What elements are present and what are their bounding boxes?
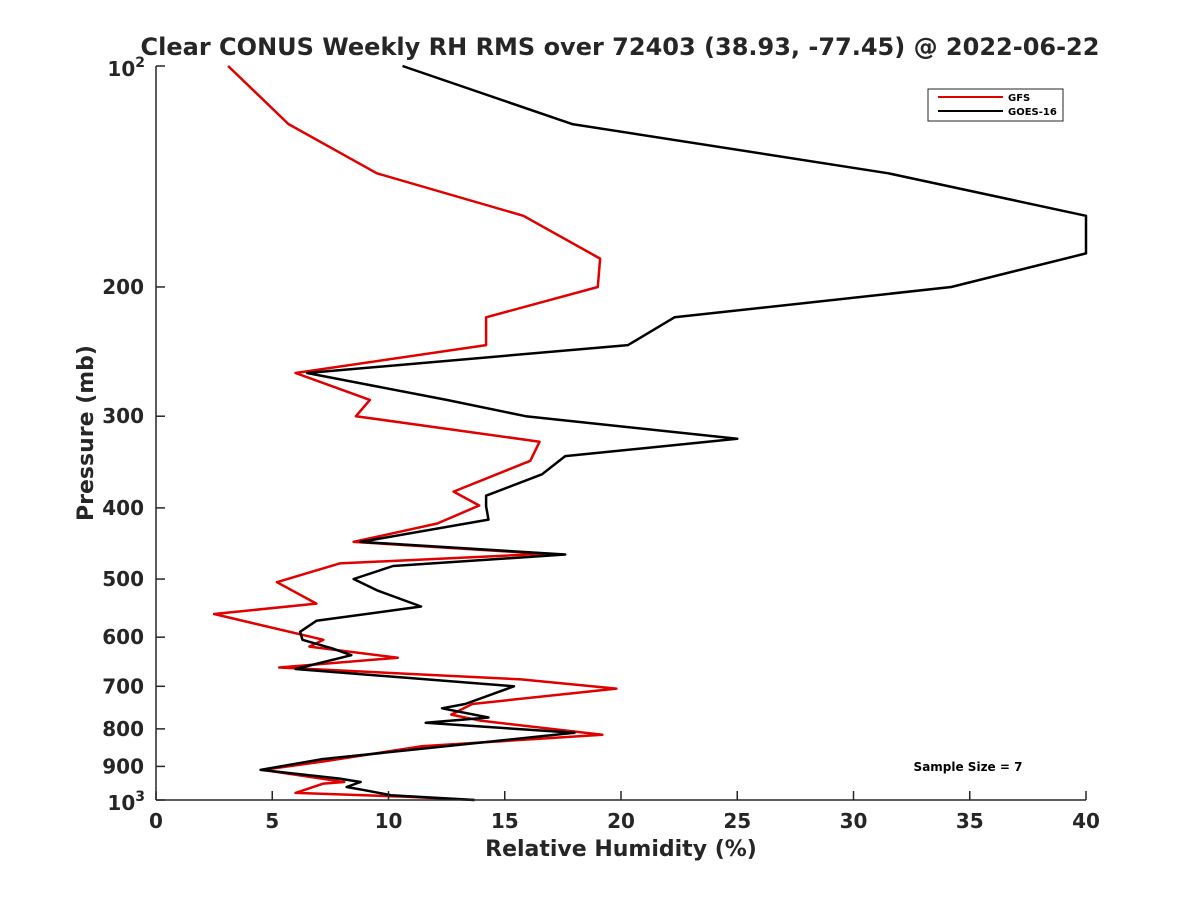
x-tick-label: 20 (607, 809, 635, 833)
y-axis-ticks: 200 300 400 500 600 700 800 900 (102, 65, 165, 801)
y-tick-label-100: 102 (107, 55, 145, 81)
y-tick-label: 600 (102, 625, 144, 649)
x-tick-label: 15 (491, 809, 519, 833)
x-tick-label: 40 (1072, 809, 1100, 833)
legend-box (927, 88, 1064, 122)
y-tick-label: 900 (102, 754, 144, 778)
legend: GFS GOES-16 (927, 88, 1064, 122)
sample-size-annotation: Sample Size = 7 (914, 760, 1023, 774)
y-tick-label: 200 (102, 275, 144, 299)
x-tick-label: 35 (956, 809, 984, 833)
y-tick-label: 300 (102, 404, 144, 428)
y-axis-label: Pressure (mb) (74, 345, 99, 521)
x-axis-ticks: 0 5 10 15 20 25 30 35 40 (149, 791, 1100, 833)
plot-area (156, 66, 1086, 800)
y-tick-label: 500 (102, 567, 144, 591)
legend-label-goes16: GOES-16 (1008, 107, 1057, 118)
y-tick-label: 700 (102, 674, 144, 698)
x-tick-label: 0 (149, 809, 163, 833)
chart-title: Clear CONUS Weekly RH RMS over 72403 (38… (141, 33, 1100, 61)
x-tick-label: 25 (723, 809, 751, 833)
y-tick-label: 400 (102, 496, 144, 520)
x-tick-label: 5 (265, 809, 279, 833)
legend-label-gfs: GFS (1008, 93, 1030, 104)
x-axis-label: Relative Humidity (%) (485, 837, 757, 862)
series-line-goes-16 (259, 64, 1088, 802)
y-tick-label: 800 (102, 717, 144, 741)
x-tick-label: 10 (375, 809, 403, 833)
y-tick-label-1000: 103 (107, 789, 145, 815)
series-layer (212, 64, 1088, 802)
x-tick-label: 30 (840, 809, 868, 833)
